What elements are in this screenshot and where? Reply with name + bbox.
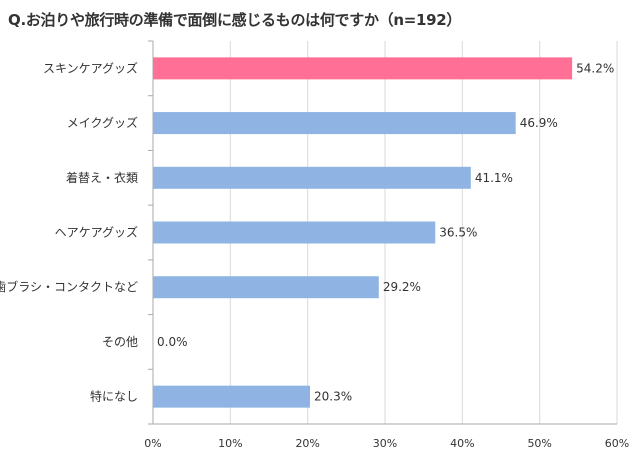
category-labels: スキンケアグッズメイクグッズ着替え・衣類ヘアケアグッズ歯ブラシ・コンタクトなどそ… <box>0 60 138 403</box>
category-label: メイクグッズ <box>67 115 138 130</box>
value-label: 20.3% <box>314 390 352 404</box>
x-tick-label: 40% <box>450 437 474 450</box>
value-label: 0.0% <box>157 335 188 349</box>
value-labels: 54.2% 46.9% 41.1% 36.5% 29.2% 0.0% 20.3% <box>157 61 614 403</box>
x-tick-label: 30% <box>373 437 397 450</box>
category-label: その他 <box>102 335 138 349</box>
bar <box>153 276 379 299</box>
value-label: 41.1% <box>475 171 513 185</box>
bar <box>153 385 310 408</box>
category-label: 着替え・衣類 <box>66 170 138 185</box>
value-label: 29.2% <box>383 280 421 294</box>
category-label: 特になし <box>90 389 138 404</box>
bar <box>153 112 516 135</box>
bar <box>153 221 436 244</box>
category-label: ヘアケアグッズ <box>55 225 138 240</box>
x-tick-label: 0% <box>144 437 161 450</box>
category-label: スキンケアグッズ <box>43 60 138 75</box>
category-label: 歯ブラシ・コンタクトなど <box>0 279 138 294</box>
value-label: 54.2% <box>576 61 614 75</box>
x-tick-label: 50% <box>527 437 551 450</box>
bars <box>153 57 573 408</box>
value-label: 36.5% <box>439 226 477 240</box>
x-tick-label: 10% <box>218 437 242 450</box>
x-tick-label: 60% <box>605 437 629 450</box>
chart-title: Q.お泊りや旅行時の準備で面倒に感じるものは何ですか（n=192） <box>8 11 462 29</box>
value-label: 46.9% <box>520 116 558 130</box>
bar <box>153 57 573 80</box>
x-tick-label: 20% <box>295 437 319 450</box>
bar <box>153 166 471 189</box>
x-tick-labels: 0% 10% 20% 30% 40% 50% 60% <box>144 437 629 450</box>
